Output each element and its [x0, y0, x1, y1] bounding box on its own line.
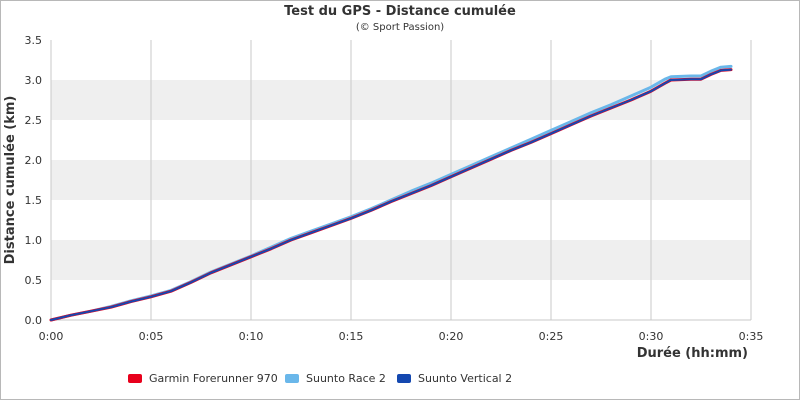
legend-swatch — [285, 374, 299, 383]
x-tick-label: 0:15 — [339, 330, 364, 343]
x-tick-label: 0:10 — [239, 330, 264, 343]
x-tick-label: 0:30 — [639, 330, 664, 343]
y-tick-label: 2.0 — [25, 154, 43, 167]
x-tick-label: 0:05 — [139, 330, 164, 343]
legend-label: Suunto Vertical 2 — [418, 372, 512, 385]
y-tick-label: 1.0 — [25, 234, 43, 247]
grid-band — [51, 240, 751, 280]
x-tick-label: 0:20 — [439, 330, 464, 343]
y-axis-ticks: 0.0 0.5 1.0 1.5 2.0 2.5 3.0 3.5 — [25, 34, 43, 327]
legend-label: Garmin Forerunner 970 — [149, 372, 278, 385]
grid-band — [51, 160, 751, 200]
y-tick-label: 1.5 — [25, 194, 43, 207]
x-tick-label: 0:35 — [739, 330, 764, 343]
chart-subtitle: (© Sport Passion) — [356, 22, 444, 33]
y-tick-label: 0.5 — [25, 274, 43, 287]
x-tick-label: 0:25 — [539, 330, 564, 343]
y-tick-label: 3.0 — [25, 74, 43, 87]
series-line-suunto-vertical-2 — [50, 68, 732, 321]
legend-swatch — [397, 374, 411, 383]
x-axis-title: Durée (hh:mm) — [637, 346, 748, 361]
x-axis-ticks: 0:00 0:05 0:10 0:15 0:20 0:25 0:30 0:35 — [39, 330, 764, 343]
y-tick-label: 0.0 — [25, 314, 43, 327]
chart-series — [49, 64, 733, 322]
legend-item: Suunto Vertical 2 — [397, 372, 512, 385]
x-tick-label: 0:00 — [39, 330, 64, 343]
chart-legend: Garmin Forerunner 970 Suunto Race 2 Suunto… — [128, 372, 512, 385]
legend-label: Suunto Race 2 — [306, 372, 386, 385]
legend-item: Garmin Forerunner 970 — [128, 372, 278, 385]
y-axis-title: Distance cumulée (km) — [3, 96, 18, 265]
y-tick-label: 3.5 — [25, 34, 43, 47]
grid-band — [51, 80, 751, 120]
legend-swatch — [128, 374, 142, 383]
legend-item: Suunto Race 2 — [285, 372, 386, 385]
plot-bands — [51, 80, 751, 280]
y-tick-label: 2.5 — [25, 114, 43, 127]
chart-title: Test du GPS - Distance cumulée — [284, 4, 516, 19]
